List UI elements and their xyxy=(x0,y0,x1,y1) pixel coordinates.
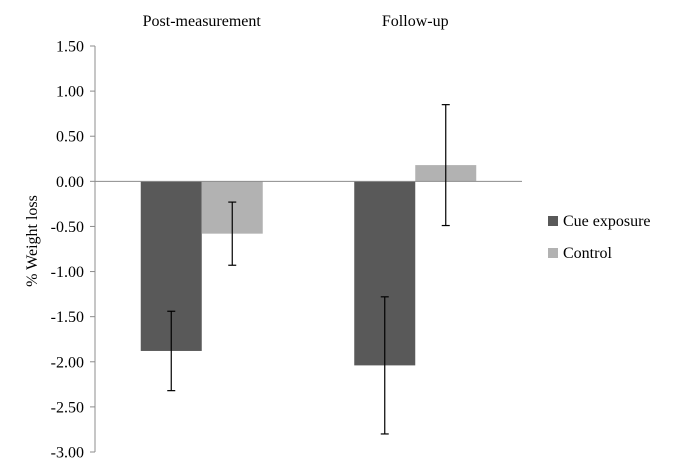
y-tick-label: 0.00 xyxy=(56,174,84,191)
y-tick-label: 1.00 xyxy=(56,84,84,101)
legend-label: Cue exposure xyxy=(563,213,651,230)
y-tick-label: 1.50 xyxy=(56,39,84,56)
legend: Cue exposure Control xyxy=(548,213,651,262)
error-bars xyxy=(167,104,450,435)
legend-label: Control xyxy=(563,245,612,262)
y-tick-label: -2.50 xyxy=(51,399,84,416)
legend-swatch xyxy=(548,216,558,226)
y-tick-label: -1.50 xyxy=(51,309,84,326)
category-labels: Post-measurement Follow-up xyxy=(143,13,449,30)
y-tick-label: -3.00 xyxy=(51,445,84,461)
y-tick-labels: 1.50 1.00 0.50 0.00 -0.50 -1.00 -1.50 -2.00 -2.5… xyxy=(51,39,84,461)
y-tick-label: -2.00 xyxy=(51,354,84,371)
y-tick-label: 0.50 xyxy=(56,129,84,146)
y-tick-label: -1.00 xyxy=(51,264,84,281)
category-label: Post-measurement xyxy=(143,13,262,30)
category-label: Follow-up xyxy=(382,13,449,30)
y-axis-title: % Weight loss xyxy=(24,195,41,287)
legend-swatch xyxy=(548,248,558,258)
y-tick-label: -0.50 xyxy=(51,219,84,236)
y-axis xyxy=(90,45,96,453)
bars xyxy=(140,165,477,366)
